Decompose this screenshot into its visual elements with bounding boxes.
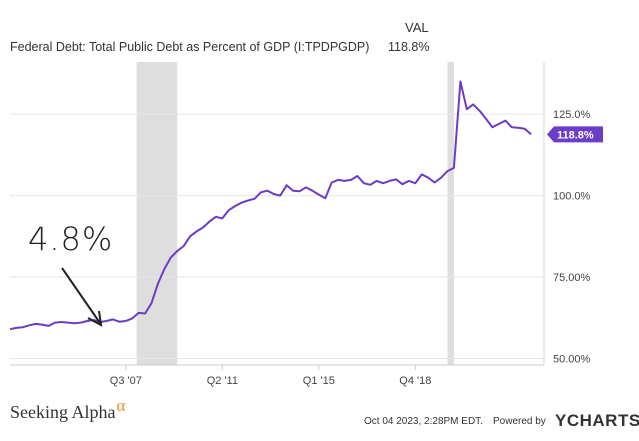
- end-label-flag: [547, 126, 603, 143]
- end-value-label: 118.8%: [547, 126, 603, 143]
- annotation-text: 4.8%: [28, 220, 113, 258]
- x-tick-label: Q1 '15: [303, 375, 335, 387]
- brand-name: Seeking Alpha: [10, 402, 116, 422]
- y-tick-label: 50.00%: [553, 353, 591, 365]
- annotation-arrowhead: [87, 310, 103, 327]
- seeking-alpha-logo: Seeking Alphaα: [10, 396, 125, 423]
- ycharts-logo: YCHARTS: [555, 411, 639, 430]
- alpha-symbol: α: [116, 396, 126, 415]
- x-tick-label: Q4 '18: [399, 375, 431, 387]
- series-layer: [9, 80, 532, 331]
- x-tick-label: Q2 '11: [207, 375, 238, 387]
- x-tick-label: Q3 '07: [110, 375, 142, 387]
- y-axis: 125.0% 100.0% 75.00% 50.00%: [553, 109, 591, 365]
- powered-by: Powered by: [493, 416, 546, 427]
- end-label-text: 118.8%: [557, 129, 594, 141]
- recession-bands: [136, 62, 454, 365]
- annotation-layer: 4.8%: [28, 220, 113, 327]
- series-name: Federal Debt: Total Public Debt as Perce…: [10, 40, 370, 54]
- y-tick-label: 125.0%: [553, 109, 591, 121]
- annotation-arrow: [61, 267, 101, 324]
- legend-header: VAL: [405, 20, 429, 35]
- series-value: 118.8%: [388, 40, 430, 54]
- series-line: [9, 80, 532, 331]
- recession-band-1: [447, 62, 454, 365]
- x-axis: Q3 '07 Q2 '11 Q1 '15 Q4 '18: [110, 365, 431, 387]
- y-tick-label: 100.0%: [553, 191, 591, 203]
- recession-band-0: [136, 62, 178, 365]
- y-tick-label: 75.00%: [553, 272, 591, 284]
- footer-date: Oct 04 2023, 2:28PM EDT.: [364, 416, 483, 427]
